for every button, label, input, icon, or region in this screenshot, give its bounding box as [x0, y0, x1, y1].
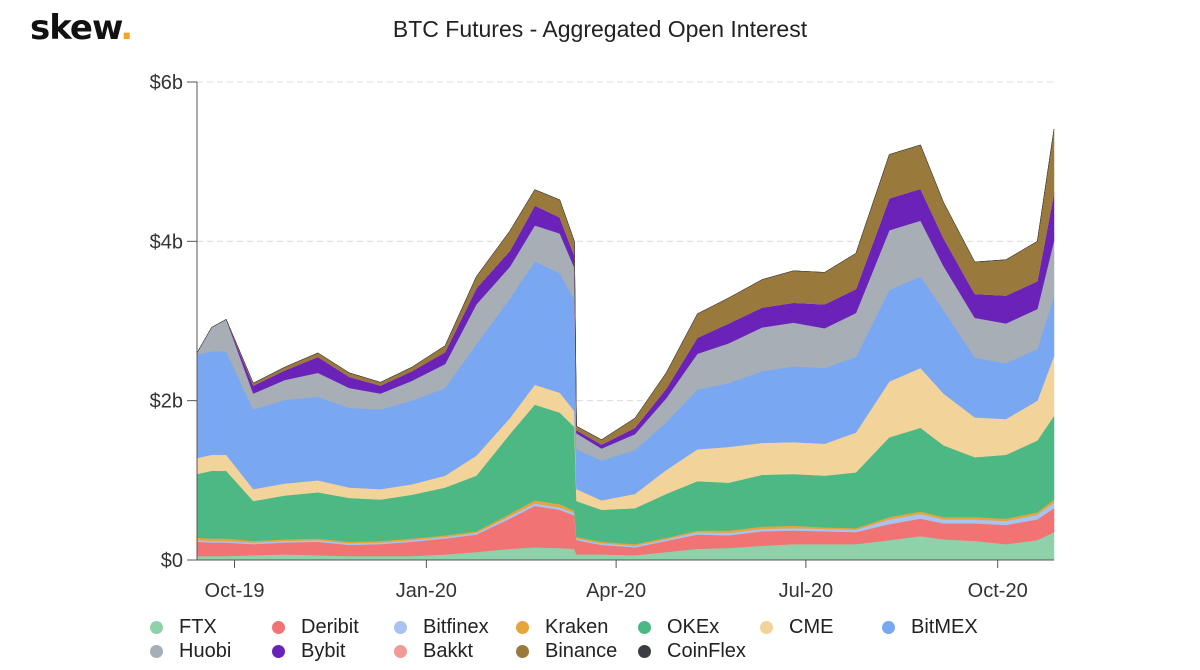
x-tick-label: Apr-20 — [586, 580, 646, 602]
legend-label: Binance — [545, 639, 618, 662]
legend-label: Bakkt — [423, 639, 474, 662]
legend-swatch — [394, 620, 407, 634]
x-tick-label: Oct-20 — [968, 580, 1028, 602]
stacked-areas — [196, 128, 1055, 561]
y-tick-label: $0 — [161, 550, 183, 572]
legend-swatch — [394, 644, 407, 658]
legend-swatch — [638, 620, 651, 634]
legend-item-coinflex[interactable]: CoinFlex — [638, 638, 746, 664]
y-axis-ticks: $0 $2b $4b $6b — [150, 72, 197, 572]
legend-label: Deribit — [301, 615, 359, 638]
legend-item-kraken[interactable]: Kraken — [516, 614, 608, 640]
x-axis-ticks: Oct-19 Jan-20 Apr-20 Jul-20 Oct-20 — [205, 560, 1028, 602]
x-tick-label: Jul-20 — [779, 580, 833, 602]
legend-item-cme[interactable]: CME — [760, 614, 833, 640]
legend-swatch — [150, 620, 163, 634]
legend-label: Huobi — [179, 639, 232, 662]
legend-label: BitMEX — [911, 615, 978, 638]
legend-swatch — [882, 620, 895, 634]
x-tick-label: Jan-20 — [396, 580, 457, 602]
legend-item-binance[interactable]: Binance — [516, 638, 617, 664]
legend-swatch — [272, 620, 285, 634]
area-coinflex — [196, 128, 1055, 440]
legend-label: OKEx — [667, 615, 720, 638]
legend-swatch — [516, 620, 529, 634]
legend-swatch — [516, 644, 529, 658]
legend-swatch — [150, 644, 163, 658]
x-tick-label: Oct-19 — [205, 580, 265, 602]
legend-label: CoinFlex — [667, 639, 746, 662]
legend-label: CME — [789, 615, 834, 638]
legend-item-bitmex[interactable]: BitMEX — [882, 614, 978, 640]
legend-item-okex[interactable]: OKEx — [638, 614, 719, 640]
legend-label: Bybit — [301, 639, 346, 662]
logo-dot: . — [120, 8, 133, 48]
axes — [196, 82, 1054, 561]
legend-swatch — [638, 644, 651, 658]
legend-label: FTX — [179, 615, 217, 638]
legend-label: Kraken — [545, 615, 609, 638]
legend-item-ftx[interactable]: FTX — [150, 614, 217, 640]
legend-item-bybit[interactable]: Bybit — [272, 638, 345, 664]
skew-logo: skew. — [30, 8, 133, 48]
legend-item-huobi[interactable]: Huobi — [150, 638, 231, 664]
legend-swatch — [760, 620, 773, 634]
y-tick-label: $2b — [150, 391, 183, 413]
legend-item-deribit[interactable]: Deribit — [272, 614, 359, 640]
legend-label: Bitfinex — [423, 615, 489, 638]
legend-item-bakkt[interactable]: Bakkt — [394, 638, 473, 664]
logo-text: skew — [30, 8, 121, 48]
chart-title: BTC Futures - Aggregated Open Interest — [392, 16, 808, 42]
y-tick-label: $6b — [150, 72, 183, 94]
legend-item-bitfinex[interactable]: Bitfinex — [394, 614, 489, 640]
legend-swatch — [272, 644, 285, 658]
y-tick-label: $4b — [150, 231, 183, 253]
